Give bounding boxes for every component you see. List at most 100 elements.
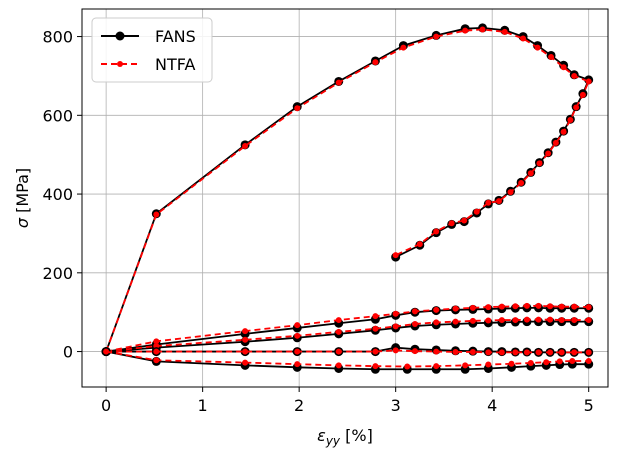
series-fans-2 bbox=[101, 303, 594, 357]
data-point bbox=[485, 304, 492, 311]
data-point bbox=[585, 358, 592, 365]
data-point bbox=[498, 303, 505, 310]
data-point bbox=[372, 59, 379, 66]
data-point bbox=[372, 363, 379, 370]
data-point bbox=[335, 328, 342, 335]
data-point bbox=[294, 348, 301, 355]
data-point bbox=[411, 348, 418, 355]
series-ntfa-7 bbox=[103, 347, 592, 356]
y-axis-label: σ [MPa] bbox=[13, 168, 32, 228]
data-point bbox=[507, 189, 514, 196]
data-point bbox=[558, 317, 565, 324]
data-point bbox=[433, 348, 440, 355]
series-ntfa-9 bbox=[103, 348, 592, 370]
x-tick-label-2: 2 bbox=[294, 396, 304, 415]
data-point bbox=[469, 348, 476, 355]
data-point bbox=[452, 305, 459, 312]
data-point bbox=[571, 303, 578, 310]
data-point bbox=[433, 33, 440, 40]
x-tick-label-0: 0 bbox=[101, 396, 111, 415]
data-point bbox=[512, 317, 519, 324]
data-point bbox=[392, 252, 399, 259]
x-axis-label: εyy [%] bbox=[317, 426, 373, 448]
data-point bbox=[400, 44, 407, 51]
series-layer bbox=[101, 23, 594, 374]
data-point bbox=[536, 160, 543, 167]
data-point bbox=[512, 349, 519, 356]
data-point bbox=[294, 332, 301, 339]
data-point bbox=[547, 303, 554, 310]
data-point bbox=[485, 199, 492, 206]
data-point bbox=[558, 349, 565, 356]
data-point bbox=[498, 317, 505, 324]
data-point bbox=[294, 361, 301, 368]
data-point bbox=[512, 303, 519, 310]
x-tick-label-3: 3 bbox=[391, 396, 401, 415]
data-point bbox=[452, 348, 459, 355]
legend-marker-ntfa bbox=[117, 61, 123, 67]
y-tick-label-0: 0 bbox=[63, 343, 73, 362]
data-point bbox=[469, 304, 476, 311]
data-point bbox=[501, 28, 508, 35]
data-point bbox=[242, 143, 249, 150]
data-point bbox=[585, 317, 592, 324]
data-point bbox=[469, 317, 476, 324]
data-point bbox=[392, 323, 399, 330]
data-point bbox=[372, 325, 379, 332]
data-point bbox=[404, 363, 411, 370]
data-point bbox=[545, 150, 552, 157]
data-point bbox=[153, 211, 160, 218]
data-point bbox=[585, 304, 592, 311]
data-point bbox=[548, 54, 555, 61]
data-point bbox=[535, 349, 542, 356]
data-point bbox=[433, 363, 440, 370]
data-point bbox=[571, 72, 578, 79]
data-point bbox=[535, 302, 542, 309]
data-point bbox=[416, 241, 423, 248]
data-point bbox=[569, 358, 576, 365]
series-line bbox=[105, 350, 589, 371]
ticks: 0 1 2 3 4 5 0 200 400 600 800 bbox=[42, 28, 593, 415]
y-tick-label-4: 800 bbox=[42, 28, 73, 47]
data-point bbox=[448, 220, 455, 227]
x-tick-label-4: 4 bbox=[487, 396, 497, 415]
data-point bbox=[335, 348, 342, 355]
x-tick-label-5: 5 bbox=[584, 396, 594, 415]
data-point bbox=[571, 349, 578, 356]
data-point bbox=[485, 361, 492, 368]
y-tick-label-1: 200 bbox=[42, 264, 73, 283]
data-point bbox=[495, 198, 502, 205]
data-point bbox=[372, 348, 379, 355]
data-point bbox=[567, 117, 574, 124]
data-point bbox=[411, 308, 418, 315]
x-tick-label-1: 1 bbox=[198, 396, 208, 415]
data-point bbox=[335, 362, 342, 369]
data-point bbox=[452, 318, 459, 325]
data-point bbox=[473, 208, 480, 215]
data-point bbox=[547, 349, 554, 356]
data-point bbox=[485, 317, 492, 324]
data-point bbox=[433, 306, 440, 313]
data-point bbox=[242, 336, 249, 343]
data-point bbox=[392, 347, 399, 354]
data-point bbox=[573, 104, 580, 111]
data-point bbox=[392, 310, 399, 317]
data-point bbox=[498, 349, 505, 356]
legend-marker-fans bbox=[115, 31, 125, 41]
data-point bbox=[560, 64, 567, 71]
data-point bbox=[294, 322, 301, 329]
data-point bbox=[508, 360, 515, 367]
data-point bbox=[433, 319, 440, 326]
data-point bbox=[571, 317, 578, 324]
data-point bbox=[242, 348, 249, 355]
data-point bbox=[153, 338, 160, 345]
data-point bbox=[462, 362, 469, 369]
data-point bbox=[153, 348, 160, 355]
data-point bbox=[527, 359, 534, 366]
data-point bbox=[560, 128, 567, 135]
data-point bbox=[547, 316, 554, 323]
data-point bbox=[552, 139, 559, 146]
data-point bbox=[518, 180, 525, 187]
data-point bbox=[543, 359, 550, 366]
